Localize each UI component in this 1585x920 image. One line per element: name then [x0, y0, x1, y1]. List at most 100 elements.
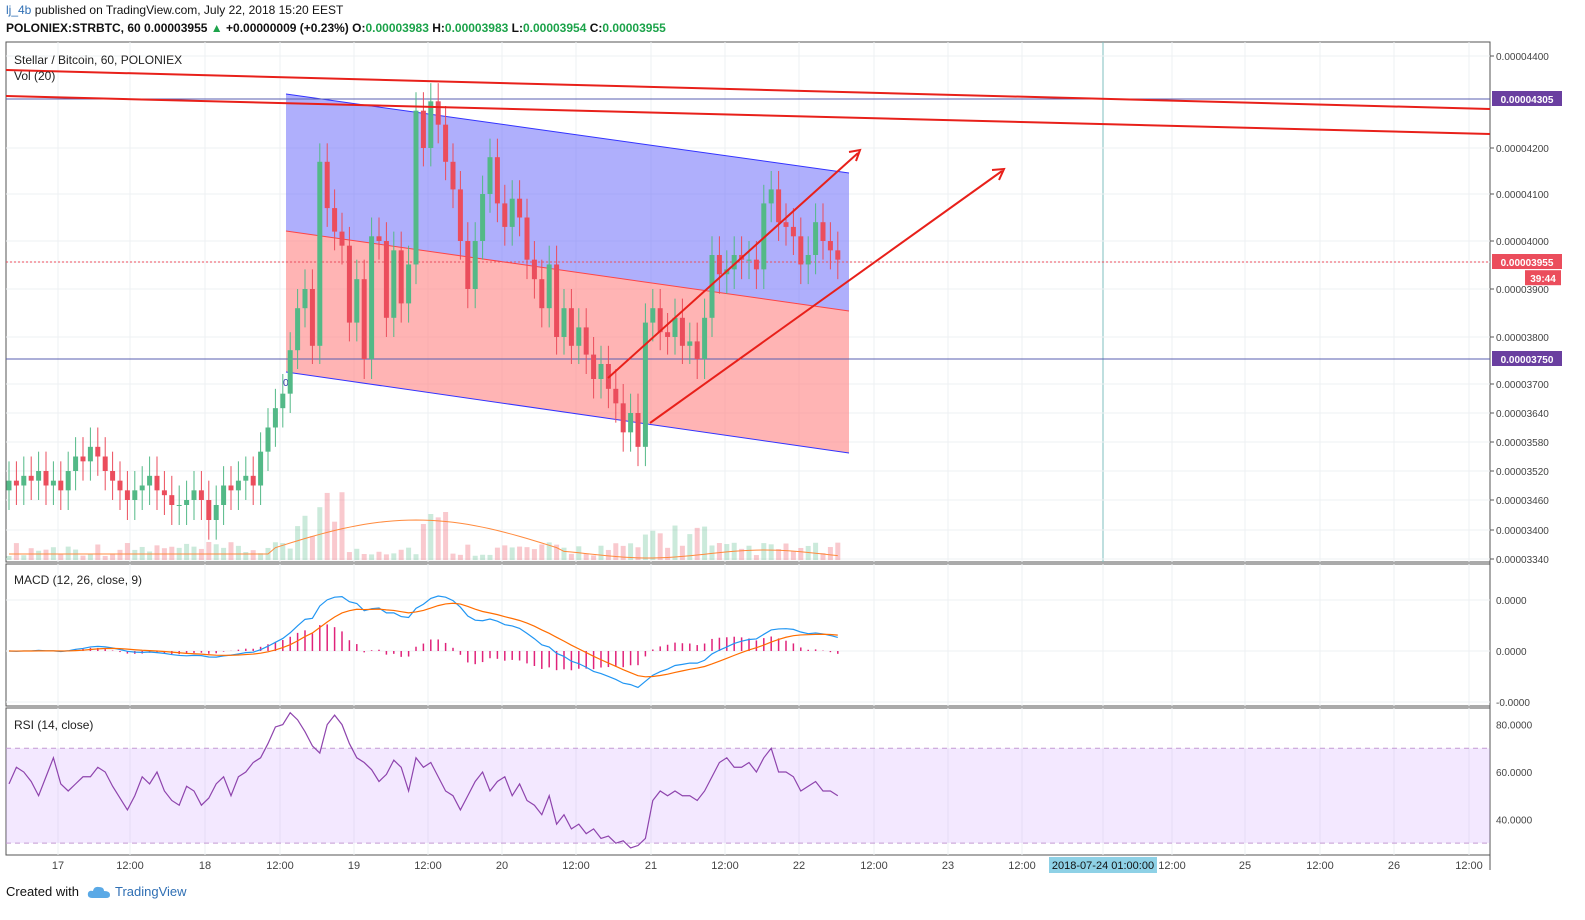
candle-body	[413, 110, 419, 265]
tradingview-link[interactable]: TradingView	[114, 884, 187, 899]
volume-bar	[665, 547, 671, 560]
x-tick-label: 21	[645, 860, 657, 872]
volume-bar	[391, 553, 397, 560]
volume-bar	[628, 543, 634, 560]
volume-bar	[139, 546, 145, 560]
candle-body	[147, 475, 153, 486]
volume-bar	[102, 555, 108, 560]
volume-bar	[568, 553, 574, 560]
created-with-label: Created with	[6, 884, 79, 899]
volume-bar	[346, 552, 352, 560]
volume-bar	[13, 543, 19, 560]
candle-body	[339, 231, 345, 246]
author-link[interactable]: lj_4b	[6, 3, 32, 17]
volume-bar	[546, 542, 552, 560]
volume-bar	[539, 544, 545, 560]
candle-body	[309, 289, 315, 346]
last-price: 0.00003955	[144, 21, 208, 35]
volume-bar	[287, 548, 293, 560]
candle-body	[672, 317, 678, 337]
candle-body	[524, 217, 530, 260]
candle-body	[117, 480, 123, 491]
volume-bar	[583, 553, 589, 560]
x-tick-label: 18	[199, 860, 211, 872]
volume-bar	[406, 547, 412, 560]
signal-line	[8, 602, 838, 678]
volume-bar	[561, 547, 567, 560]
candle-body	[813, 222, 819, 255]
macd-title: MACD (12, 26, close, 9)	[14, 573, 142, 587]
x-tick-label: 23	[942, 860, 954, 872]
candle-body	[250, 475, 256, 486]
high-value: 0.00003983	[444, 21, 509, 35]
candle-body	[191, 490, 197, 500]
channel-upper-fill	[286, 94, 849, 311]
price-badge-label: 0.00004305	[1501, 95, 1554, 106]
volume-bar	[228, 542, 234, 560]
lower-trend-arrow	[649, 170, 1003, 424]
volume-bar	[324, 492, 330, 560]
candle-body	[776, 189, 782, 223]
candle-body	[391, 250, 397, 318]
volume-bar	[191, 546, 197, 560]
candle-body	[369, 236, 375, 359]
volume-bar	[679, 545, 685, 560]
candle-body	[539, 279, 545, 309]
volume-bar	[309, 536, 315, 560]
low-value: 0.00003954	[522, 21, 587, 35]
candle-body	[731, 255, 737, 270]
candle-body	[332, 208, 338, 232]
volume-bar	[524, 547, 530, 560]
volume-bar	[827, 547, 833, 560]
y-tick-label: 0.00003400	[1496, 526, 1549, 537]
volume-bar	[420, 523, 426, 560]
candle-body	[124, 490, 130, 500]
volume-bar	[295, 526, 301, 560]
volume-bar	[184, 543, 190, 560]
candle-body	[228, 485, 234, 491]
x-tick-label: 12:00	[414, 860, 442, 872]
volume-bar	[272, 542, 278, 560]
candle-body	[657, 308, 663, 333]
volume-bar	[805, 545, 811, 560]
candle-body	[302, 289, 308, 309]
candle-body	[213, 505, 219, 520]
volume-bar	[280, 543, 286, 560]
candle-body	[702, 317, 708, 359]
candle-body	[635, 413, 641, 447]
volume-bar	[753, 555, 759, 560]
publish-info: published on TradingView.com, July 22, 2…	[31, 3, 344, 17]
candle-body	[768, 189, 774, 204]
candle-body	[406, 264, 412, 304]
y-tick-label: 0.00003900	[1496, 285, 1549, 296]
volume-bar	[36, 550, 42, 560]
symbol-label: POLONIEX:STRBTC, 60	[6, 21, 141, 35]
candle-body	[694, 341, 700, 359]
volume-bar	[235, 545, 241, 560]
candle-body	[443, 124, 449, 162]
volume-bar	[43, 549, 49, 560]
candle-body	[746, 259, 752, 261]
volume-bar	[768, 544, 774, 560]
volume-bar	[87, 553, 93, 560]
upper-trend-arrow	[607, 152, 859, 379]
chart-title: Stellar / Bitcoin, 60, POLONIEX	[14, 53, 182, 67]
volume-bar	[250, 550, 256, 560]
volume-bar	[620, 545, 626, 560]
volume-bar	[376, 551, 382, 560]
x-tick-label: 2018-07-24 01:00:00	[1052, 860, 1154, 872]
volume-bar	[509, 547, 515, 560]
rsi-tick-label: 80.0000	[1496, 721, 1533, 732]
macd-tick-label: 0.0000	[1496, 647, 1527, 658]
footer: Created with TradingView	[6, 884, 187, 899]
volume-bar	[95, 544, 101, 560]
volume-bar	[783, 543, 789, 560]
volume-bar	[58, 553, 64, 560]
candle-body	[783, 222, 789, 227]
volume-bar	[317, 507, 323, 560]
price-badge	[1492, 91, 1562, 106]
rsi-tick-label: 60.0000	[1496, 768, 1533, 779]
open-value: 0.00003983	[365, 21, 429, 35]
candle-body	[716, 255, 722, 275]
